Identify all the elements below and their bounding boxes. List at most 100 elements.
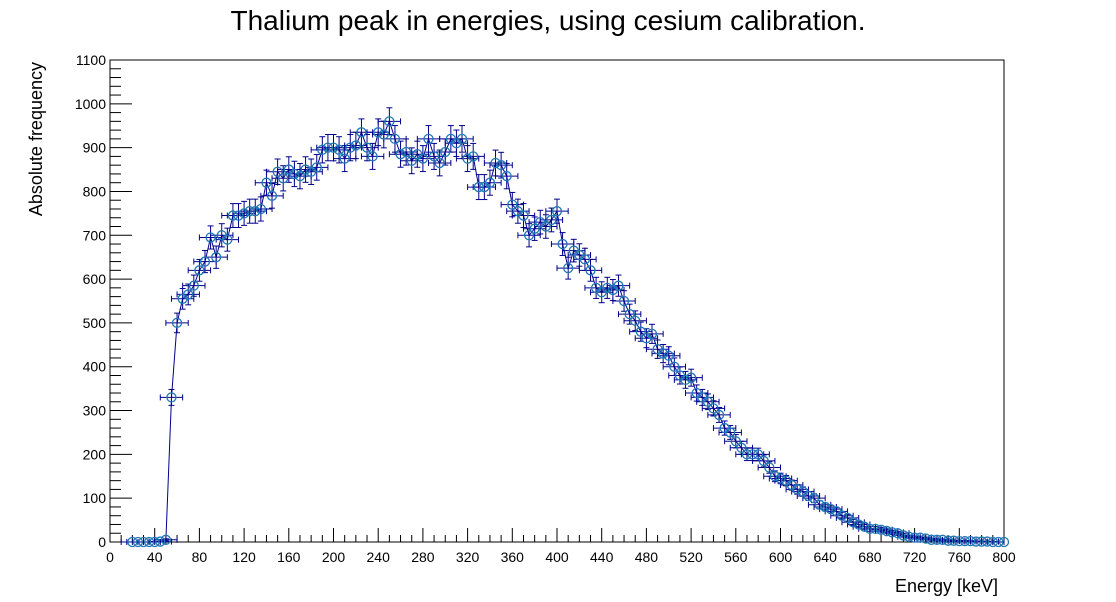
x-tick-label: 120	[232, 549, 256, 565]
chart-title: Thalium peak in energies, using cesium c…	[231, 5, 866, 36]
x-tick-label: 480	[635, 549, 659, 565]
data-point	[495, 160, 507, 171]
data-point	[406, 155, 417, 166]
data-point	[814, 499, 825, 510]
data-point	[540, 221, 551, 232]
x-tick-label: 680	[858, 549, 882, 565]
y-tick-label: 900	[83, 140, 107, 156]
data-point	[440, 146, 451, 158]
data-point	[400, 146, 412, 158]
data-point	[373, 127, 384, 138]
error-bar	[187, 258, 212, 282]
data-point	[389, 133, 401, 145]
data-points	[127, 116, 1010, 548]
data-point	[926, 534, 937, 545]
error-bar	[226, 203, 251, 229]
x-tick-label: 440	[590, 549, 614, 565]
data-point	[428, 151, 440, 162]
data-point	[585, 265, 596, 276]
x-tick-label: 800	[992, 549, 1016, 565]
x-tick-label: 360	[501, 549, 525, 565]
data-point	[892, 528, 903, 539]
data-point	[875, 524, 887, 535]
data-point	[792, 484, 803, 495]
data-point	[713, 409, 725, 421]
data-point	[339, 153, 350, 164]
data-point	[870, 523, 881, 535]
data-point	[266, 190, 278, 201]
x-tick-label: 760	[948, 549, 972, 565]
data-point	[730, 436, 741, 447]
data-point	[725, 427, 736, 438]
error-bars	[120, 107, 1005, 545]
x-tick-label: 520	[679, 549, 703, 565]
data-point	[853, 519, 864, 530]
error-bar	[215, 227, 240, 252]
data-point	[557, 238, 568, 250]
data-point	[194, 265, 205, 276]
data-point	[238, 208, 250, 219]
data-point	[551, 206, 563, 217]
data-point	[685, 372, 697, 383]
data-point	[982, 536, 993, 547]
x-axis-tick-labels: 0 40 80 120 160 200 240 280 320 360 400 440 480 520 56…	[106, 549, 1016, 565]
error-bar	[260, 183, 284, 209]
data-point	[820, 501, 831, 513]
y-tick-label: 200	[83, 446, 107, 462]
data-point	[356, 127, 367, 138]
data-point	[311, 162, 322, 173]
data-point	[361, 142, 373, 153]
y-tick-label: 400	[83, 359, 107, 375]
y-tick-label: 0	[98, 534, 106, 550]
data-point	[456, 133, 468, 145]
error-bar	[489, 151, 513, 179]
error-bar	[578, 258, 603, 282]
data-point	[490, 157, 501, 169]
series-polyline	[132, 119, 1004, 543]
data-point	[166, 392, 177, 403]
data-point	[775, 473, 786, 484]
data-point	[658, 348, 669, 359]
error-bar	[483, 149, 508, 177]
data-point	[669, 361, 680, 372]
data-point	[764, 462, 775, 473]
data-point	[920, 533, 931, 544]
y-tick-label: 600	[83, 271, 107, 287]
data-point	[942, 535, 954, 546]
error-bar	[495, 162, 519, 190]
data-point	[959, 535, 971, 547]
error-bar	[182, 274, 206, 297]
y-tick-label: 500	[83, 315, 107, 331]
data-point	[501, 170, 512, 182]
data-point	[227, 210, 239, 221]
data-point	[993, 536, 1004, 548]
data-point	[663, 350, 674, 361]
data-point	[395, 149, 406, 160]
data-point	[300, 164, 311, 175]
data-point	[255, 203, 267, 215]
data-point	[423, 133, 434, 145]
data-point	[183, 289, 194, 300]
x-tick-label: 240	[367, 549, 391, 565]
data-point	[859, 521, 870, 532]
data-point	[646, 328, 658, 340]
x-tick-label: 720	[903, 549, 927, 565]
x-tick-label: 0	[106, 549, 114, 565]
data-point	[278, 173, 289, 184]
data-point	[294, 170, 306, 182]
y-tick-label: 1100	[76, 52, 106, 68]
data-point	[417, 153, 429, 164]
data-point	[803, 490, 814, 502]
data-point	[484, 177, 496, 188]
y-tick-label: 1000	[75, 96, 106, 112]
x-tick-label: 320	[456, 549, 480, 565]
error-bar	[623, 310, 647, 332]
y-axis-tick-labels: 0 100 200 300 400 500 600 700 800 900 1000 1100	[75, 52, 106, 550]
x-tick-label: 40	[147, 549, 163, 565]
data-point	[529, 223, 540, 234]
data-point	[546, 214, 557, 226]
data-point	[881, 525, 892, 537]
data-point	[328, 142, 339, 153]
data-point	[468, 151, 479, 162]
data-point	[630, 315, 641, 326]
